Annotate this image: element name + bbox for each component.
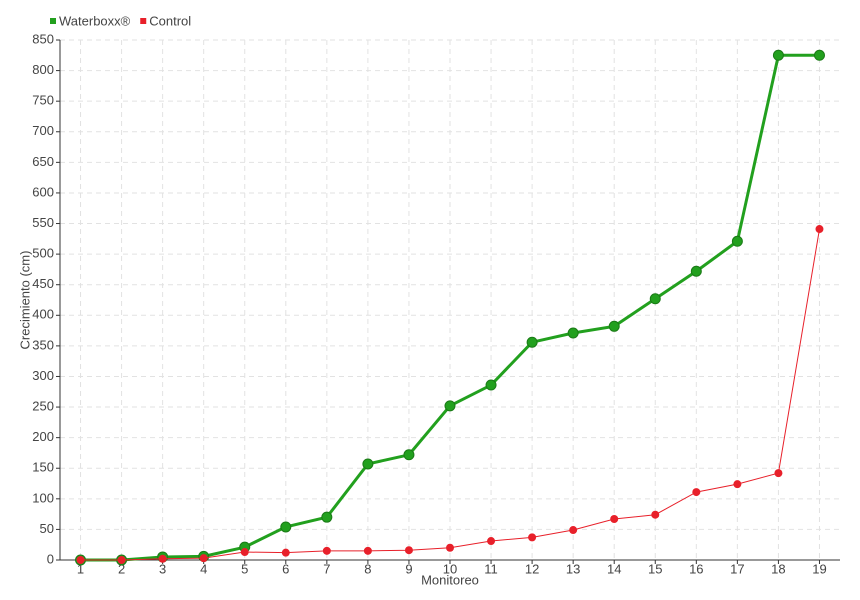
data-point (651, 510, 660, 519)
y-tick-label: 650 (32, 154, 54, 169)
x-tick-label: 8 (364, 561, 371, 576)
legend-label: Control (149, 13, 191, 28)
data-point (610, 515, 619, 524)
x-axis-label: Monitoreo (421, 572, 479, 587)
y-tick-label: 400 (32, 307, 54, 322)
legend-label: Waterboxx® (59, 13, 131, 28)
x-tick-label: 13 (566, 561, 580, 576)
y-axis-label: Crecimiento (cm) (17, 251, 32, 350)
y-tick-label: 850 (32, 31, 54, 46)
data-point (76, 556, 85, 564)
y-tick-label: 750 (32, 93, 54, 108)
y-tick-label: 200 (32, 429, 54, 444)
x-tick-label: 4 (200, 561, 207, 576)
data-point (528, 533, 537, 542)
data-point (692, 488, 701, 497)
data-point (485, 379, 497, 391)
data-point (281, 548, 290, 557)
y-tick-label: 50 (40, 521, 54, 536)
data-point (403, 449, 415, 461)
data-point (322, 546, 331, 555)
y-tick-label: 800 (32, 62, 54, 77)
y-tick-label: 100 (32, 490, 54, 505)
legend-swatch (50, 18, 56, 24)
y-tick-label: 450 (32, 276, 54, 291)
data-point (363, 546, 372, 555)
y-tick-label: 500 (32, 246, 54, 261)
x-tick-label: 11 (484, 561, 498, 576)
x-tick-label: 10 (443, 561, 457, 576)
x-tick-label: 14 (607, 561, 621, 576)
data-point (569, 526, 578, 535)
x-tick-label: 16 (689, 561, 703, 576)
x-tick-label: 15 (648, 561, 662, 576)
y-tick-label: 700 (32, 123, 54, 138)
y-tick-label: 0 (47, 551, 54, 566)
x-tick-label: 5 (241, 561, 248, 576)
y-tick-label: 350 (32, 337, 54, 352)
data-point (813, 49, 825, 61)
data-point (526, 336, 538, 348)
data-point (199, 554, 208, 563)
data-point (446, 543, 454, 552)
data-point (321, 511, 333, 523)
y-tick-label: 150 (32, 460, 54, 475)
y-tick-label: 550 (32, 215, 54, 230)
data-point (158, 554, 167, 563)
x-tick-label: 6 (282, 561, 289, 576)
data-point (772, 49, 784, 61)
data-point (733, 480, 742, 489)
data-point (567, 327, 579, 339)
x-tick-label: 7 (323, 561, 330, 576)
y-tick-label: 600 (32, 184, 54, 199)
data-point (280, 521, 292, 533)
data-point (487, 537, 496, 546)
data-point (774, 469, 783, 478)
data-point (444, 400, 456, 412)
y-tick-label: 250 (32, 398, 54, 413)
x-tick-label: 2 (118, 561, 125, 576)
x-tick-label: 3 (159, 561, 166, 576)
data-point (731, 235, 743, 247)
data-point (608, 320, 620, 332)
data-point (240, 548, 249, 557)
x-tick-label: 19 (812, 561, 826, 576)
data-point (649, 293, 661, 305)
data-point (404, 546, 413, 555)
x-tick-label: 17 (730, 561, 744, 576)
x-tick-label: 12 (525, 561, 539, 576)
y-tick-label: 300 (32, 368, 54, 383)
x-tick-label: 18 (771, 561, 785, 576)
data-point (362, 458, 374, 470)
data-point (815, 225, 824, 234)
x-tick-label: 9 (405, 561, 412, 576)
data-point (117, 556, 126, 564)
x-tick-label: 1 (77, 561, 84, 576)
legend-swatch (140, 18, 147, 24)
data-point (690, 265, 702, 277)
